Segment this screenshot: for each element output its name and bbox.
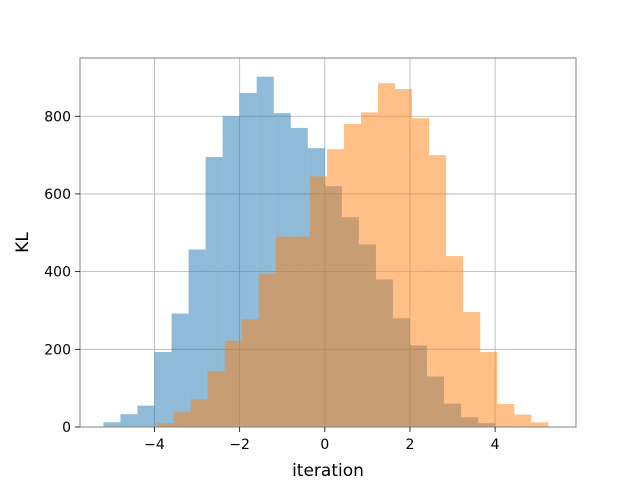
histogram-bars <box>103 76 549 428</box>
histogram-bar-series-2 <box>275 236 293 427</box>
histogram-bar-series-2 <box>514 414 532 427</box>
histogram-bar-series-2 <box>258 273 276 427</box>
y-tick-label: 600 <box>44 187 71 203</box>
histogram-bar-series-2 <box>412 118 430 427</box>
x-tick-label: 4 <box>491 437 500 453</box>
histogram-bar-series-2 <box>463 312 481 427</box>
y-axis-label: KL <box>13 232 33 253</box>
histogram-bar-series-2 <box>429 155 447 427</box>
plot-frame <box>79 57 577 428</box>
histogram-bar-series-2 <box>531 422 549 427</box>
histogram-bar-series-1 <box>188 249 206 427</box>
x-tick-label: −4 <box>144 437 165 453</box>
histogram-bar-series-2 <box>480 352 498 427</box>
y-tick-label: 200 <box>44 342 71 358</box>
histogram-bar-series-2 <box>378 83 396 427</box>
histogram-bar-series-1 <box>154 352 172 427</box>
histogram-bar-series-1 <box>171 313 189 427</box>
histogram-bar-series-1 <box>205 157 223 427</box>
y-tick-label: 0 <box>62 420 71 436</box>
y-tick-label: 400 <box>44 265 71 281</box>
histogram-bar-series-2 <box>156 423 174 427</box>
histogram-bar-series-2 <box>173 412 191 427</box>
histogram-bar-series-2 <box>224 340 242 427</box>
x-tick-label: 0 <box>320 437 329 453</box>
histogram-bar-series-2 <box>309 176 327 427</box>
histogram-bar-series-2 <box>497 404 515 427</box>
histogram-bar-series-2 <box>343 124 361 427</box>
y-tick-label: 800 <box>44 109 71 125</box>
histogram-bar-series-1 <box>120 414 138 427</box>
histogram-bar-series-2 <box>360 112 379 428</box>
x-axis-label: iteration <box>292 461 364 480</box>
histogram-bar-series-1 <box>103 422 121 427</box>
histogram-bar-series-2 <box>241 319 259 427</box>
histogram-bar-series-2 <box>446 256 464 427</box>
x-tick-label: 2 <box>405 437 414 453</box>
x-tick-label: −2 <box>229 437 250 453</box>
histogram-bar-series-2 <box>292 236 310 427</box>
histogram-bar-series-2 <box>395 89 413 428</box>
histogram-bar-series-2 <box>190 399 208 427</box>
histogram-bar-series-2 <box>326 149 344 428</box>
histogram-bar-series-1 <box>137 405 155 427</box>
axis-ticks: −4 −2 0 2 4 0 200 400 600 800 <box>44 109 499 453</box>
histogram-bar-series-2 <box>207 371 225 427</box>
